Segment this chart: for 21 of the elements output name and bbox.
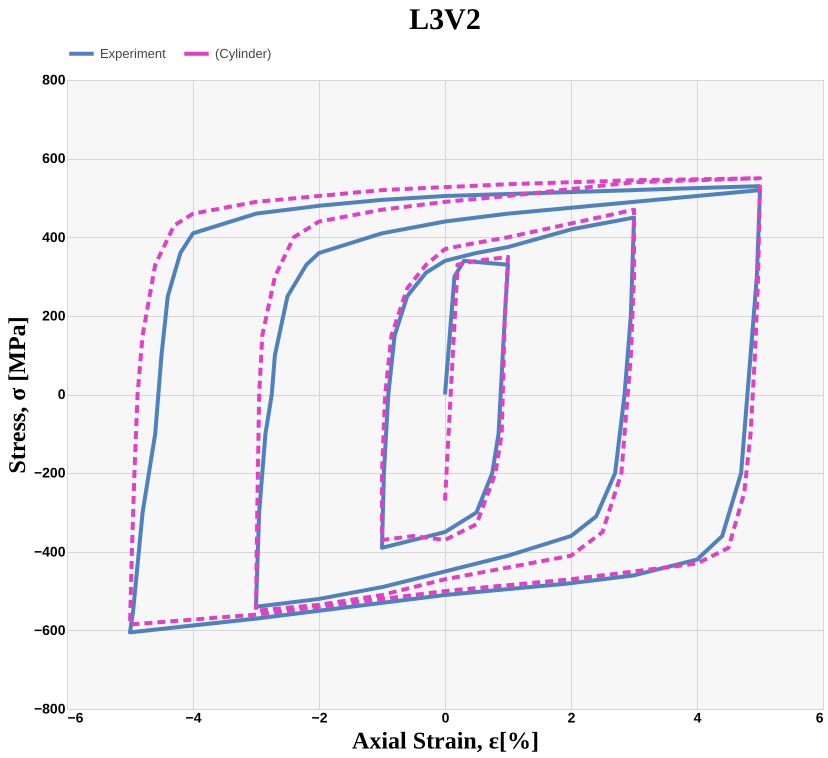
legend-label: Experiment — [100, 46, 166, 61]
y-tick-label: −800 — [34, 700, 66, 716]
x-tick-label: 6 — [816, 710, 824, 726]
y-tick-label: 800 — [42, 72, 66, 88]
x-tick-label: −4 — [186, 710, 202, 726]
x-tick-label: 4 — [694, 710, 702, 726]
y-tick-label: 0 — [58, 386, 66, 402]
legend-label: (Cylinder) — [215, 46, 272, 61]
y-tick-label: −600 — [34, 622, 66, 638]
y-tick-label: −200 — [34, 464, 66, 481]
x-tick-label: −2 — [312, 710, 328, 726]
x-axis-title: Axial Strain, ε[%] — [352, 728, 539, 754]
y-tick-label: 200 — [42, 307, 66, 324]
x-tick-label: 0 — [442, 710, 450, 726]
y-tick-label: 600 — [42, 150, 66, 166]
y-tick-label: −400 — [34, 543, 66, 560]
y-tick-label: 400 — [42, 228, 66, 245]
y-axis-title: Stress, σ [MPa] — [4, 316, 31, 474]
x-tick-label: −6 — [68, 710, 84, 726]
x-tick-label: 2 — [568, 710, 576, 726]
chart-title: L3V2 — [409, 3, 481, 36]
